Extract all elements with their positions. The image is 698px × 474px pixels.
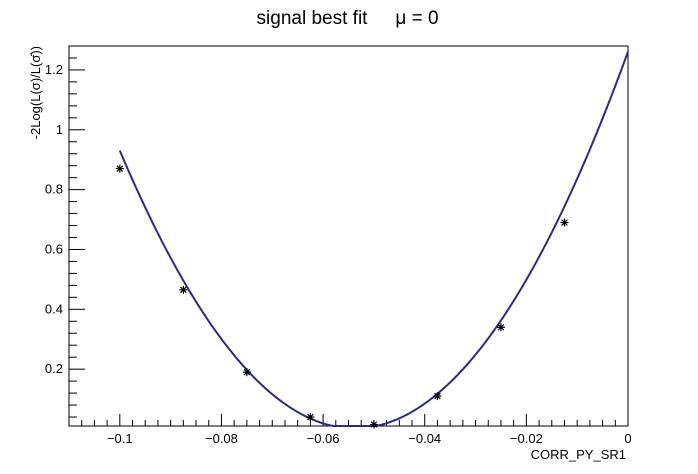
x-tick-label: −0.02	[510, 431, 543, 446]
y-axis: 0.2 0.4 0.6 0.8 1 1.2	[45, 45, 85, 418]
data-point	[179, 285, 188, 294]
fit-curve	[118, 51, 629, 427]
y-tick-label: 0.2	[45, 361, 63, 376]
x-axis: −0.1 −0.08 −0.06 −0.04 −0.02 0	[68, 414, 632, 446]
data-points	[115, 164, 569, 429]
data-point	[306, 413, 315, 422]
data-point	[433, 392, 442, 401]
chart-subtitle: μ = 0	[395, 8, 438, 29]
data-point	[115, 164, 124, 173]
x-tick-label: −0.1	[107, 431, 133, 446]
data-point	[242, 368, 251, 377]
data-point	[369, 420, 378, 429]
x-tick-label: −0.06	[307, 431, 340, 446]
x-axis-label: CORR_PY_SR1	[531, 447, 626, 462]
y-tick-label: 1.2	[45, 62, 63, 77]
x-tick-label: −0.04	[408, 431, 441, 446]
y-axis-label: -2Log(L(σ)/L(σ̂))	[28, 46, 43, 139]
x-tick-label: 0	[624, 431, 631, 446]
y-tick-label: 0.4	[45, 301, 63, 316]
plot-frame	[68, 45, 629, 427]
x-tick-label: −0.08	[205, 431, 238, 446]
data-point	[560, 218, 569, 227]
y-tick-label: 1	[56, 122, 63, 137]
y-tick-label: 0.8	[45, 182, 63, 197]
chart-title: signal best fit	[257, 8, 369, 29]
data-point	[496, 323, 505, 332]
y-tick-label: 0.6	[45, 241, 63, 256]
